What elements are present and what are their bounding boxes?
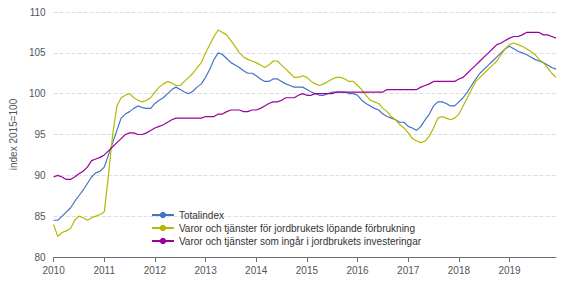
svg-text:2014: 2014 — [245, 265, 268, 276]
svg-text:85: 85 — [34, 211, 46, 222]
svg-text:2012: 2012 — [144, 265, 167, 276]
svg-text:2019: 2019 — [498, 265, 521, 276]
svg-text:2018: 2018 — [448, 265, 471, 276]
svg-text:Totalindex: Totalindex — [179, 210, 224, 221]
svg-text:2015: 2015 — [296, 265, 319, 276]
svg-text:105: 105 — [29, 47, 46, 58]
svg-text:80: 80 — [34, 252, 46, 263]
svg-text:2011: 2011 — [93, 265, 115, 276]
svg-text:90: 90 — [34, 170, 46, 181]
svg-text:95: 95 — [34, 129, 46, 140]
svg-text:index 2015=100: index 2015=100 — [8, 98, 19, 170]
svg-text:2013: 2013 — [194, 265, 217, 276]
svg-text:2017: 2017 — [397, 265, 420, 276]
svg-text:Varor och tjänster för jordbru: Varor och tjänster för jordbrukets löpan… — [179, 223, 415, 234]
svg-text:Varor och tjänster som ingår i: Varor och tjänster som ingår i jordbruke… — [179, 236, 422, 247]
svg-text:2016: 2016 — [346, 265, 369, 276]
svg-text:2010: 2010 — [42, 265, 65, 276]
svg-text:100: 100 — [29, 88, 46, 99]
svg-text:110: 110 — [30, 7, 46, 18]
